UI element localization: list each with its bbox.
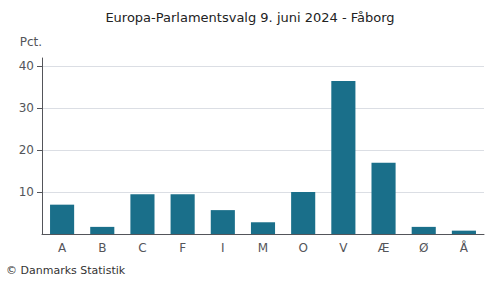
svg-text:O: O [298, 241, 307, 255]
svg-text:40: 40 [19, 59, 34, 73]
svg-text:M: M [258, 241, 268, 255]
svg-text:F: F [179, 241, 186, 255]
svg-text:Pct.: Pct. [20, 35, 42, 49]
svg-text:© Danmarks Statistik: © Danmarks Statistik [6, 264, 126, 277]
svg-text:A: A [58, 241, 67, 255]
svg-text:10: 10 [19, 185, 34, 199]
svg-text:C: C [138, 241, 146, 255]
svg-text:Ø: Ø [419, 241, 428, 255]
svg-text:Europa-Parlamentsvalg 9. juni: Europa-Parlamentsvalg 9. juni 2024 - Fåb… [105, 10, 394, 25]
svg-text:20: 20 [19, 143, 34, 157]
svg-text:30: 30 [19, 101, 34, 115]
svg-text:I: I [221, 241, 225, 255]
svg-text:Å: Å [460, 240, 469, 255]
svg-text:Æ: Æ [378, 241, 390, 255]
svg-text:B: B [98, 241, 106, 255]
svg-text:V: V [339, 241, 348, 255]
